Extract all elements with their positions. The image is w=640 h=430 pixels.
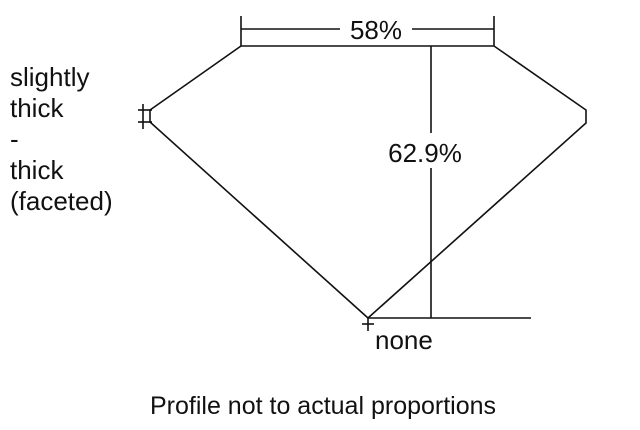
gem-outline bbox=[149, 45, 587, 320]
girdle-line: thick bbox=[10, 93, 64, 123]
girdle-line: (faceted) bbox=[10, 186, 113, 216]
culet-label: none bbox=[375, 325, 433, 355]
depth-percentage-label: 62.9% bbox=[388, 138, 462, 168]
girdle-line: - bbox=[10, 124, 19, 154]
girdle-line: thick bbox=[10, 155, 64, 185]
girdle-thickness-label: slightly thick - thick (faceted) bbox=[10, 62, 113, 217]
caption: Profile not to actual proportions bbox=[150, 392, 497, 420]
table-percentage-label: 58% bbox=[350, 15, 402, 45]
girdle-line: slightly bbox=[10, 62, 90, 92]
